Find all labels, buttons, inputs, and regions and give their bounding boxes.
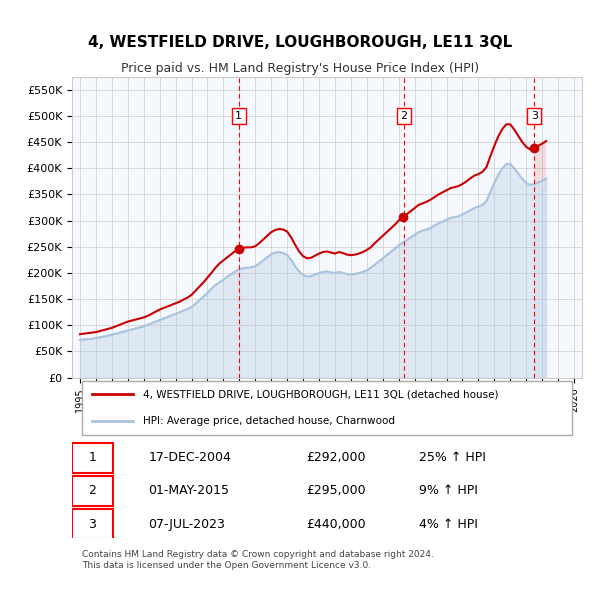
Text: 01-MAY-2015: 01-MAY-2015 <box>149 484 229 497</box>
FancyBboxPatch shape <box>72 442 113 473</box>
Text: £440,000: £440,000 <box>307 517 366 530</box>
Text: 17-DEC-2004: 17-DEC-2004 <box>149 451 232 464</box>
Text: £295,000: £295,000 <box>307 484 366 497</box>
Text: 9% ↑ HPI: 9% ↑ HPI <box>419 484 478 497</box>
Text: 3: 3 <box>530 111 538 121</box>
FancyBboxPatch shape <box>82 381 572 435</box>
Text: 2: 2 <box>88 484 97 497</box>
Text: 4, WESTFIELD DRIVE, LOUGHBOROUGH, LE11 3QL: 4, WESTFIELD DRIVE, LOUGHBOROUGH, LE11 3… <box>88 35 512 50</box>
Text: 4, WESTFIELD DRIVE, LOUGHBOROUGH, LE11 3QL (detached house): 4, WESTFIELD DRIVE, LOUGHBOROUGH, LE11 3… <box>143 389 499 399</box>
Text: 1: 1 <box>235 111 242 121</box>
Text: Price paid vs. HM Land Registry's House Price Index (HPI): Price paid vs. HM Land Registry's House … <box>121 62 479 75</box>
FancyBboxPatch shape <box>72 476 113 506</box>
FancyBboxPatch shape <box>72 509 113 539</box>
Text: HPI: Average price, detached house, Charnwood: HPI: Average price, detached house, Char… <box>143 416 395 426</box>
Text: 4% ↑ HPI: 4% ↑ HPI <box>419 517 478 530</box>
Text: 2: 2 <box>400 111 407 121</box>
Text: 07-JUL-2023: 07-JUL-2023 <box>149 517 226 530</box>
Text: 3: 3 <box>88 517 97 530</box>
Text: 1: 1 <box>88 451 97 464</box>
Text: 25% ↑ HPI: 25% ↑ HPI <box>419 451 485 464</box>
Text: £292,000: £292,000 <box>307 451 366 464</box>
Text: Contains HM Land Registry data © Crown copyright and database right 2024.
This d: Contains HM Land Registry data © Crown c… <box>82 550 434 569</box>
